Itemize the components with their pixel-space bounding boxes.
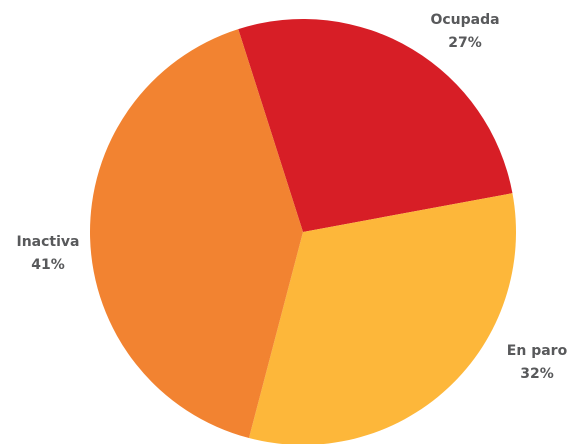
- pie-slice: [248, 193, 516, 444]
- slice-value: 32%: [520, 366, 554, 382]
- pie-slice: [90, 29, 303, 439]
- slice-label: En paro: [507, 343, 568, 359]
- slice-value: 27%: [448, 35, 482, 51]
- slice-value: 41%: [31, 257, 65, 273]
- pie-slice: [238, 19, 513, 233]
- slice-label: Ocupada: [430, 12, 499, 28]
- slice-label: Inactiva: [17, 234, 80, 250]
